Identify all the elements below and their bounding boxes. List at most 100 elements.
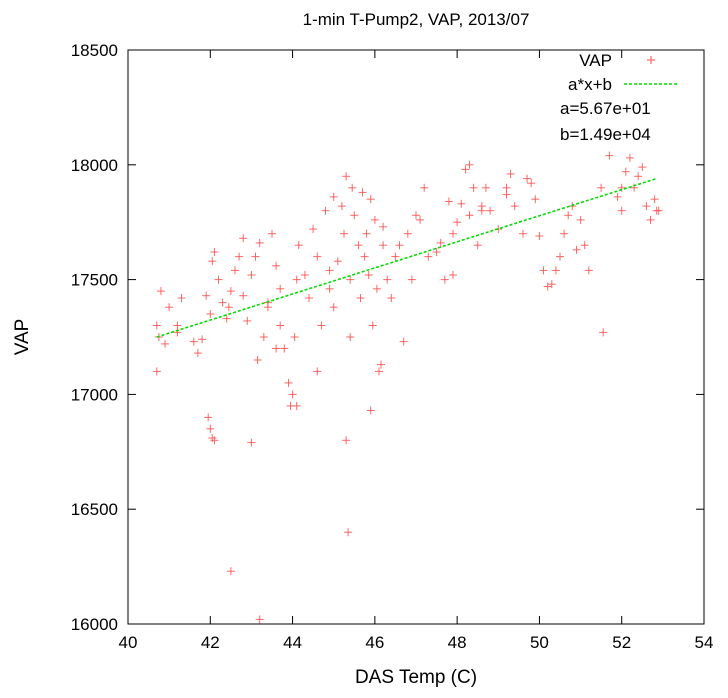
data-point	[531, 195, 540, 204]
data-point	[362, 229, 371, 238]
data-point	[449, 271, 457, 279]
x-tick-label: 40	[119, 633, 138, 652]
data-point	[412, 211, 420, 220]
data-point	[366, 195, 375, 204]
data-point	[272, 344, 281, 353]
data-point	[502, 183, 511, 192]
data-point	[407, 275, 416, 284]
data-point	[535, 232, 544, 240]
data-point	[193, 349, 202, 358]
x-tick-label: 48	[448, 633, 467, 652]
data-point	[399, 337, 408, 346]
y-axis: 16000 16500 17000 17500 18000 18500	[71, 41, 704, 634]
data-point	[519, 229, 527, 238]
data-point	[370, 215, 379, 224]
data-point	[329, 303, 338, 312]
legend: VAP a*x+b a=5.67e+01 b=1.49e+04	[560, 51, 678, 144]
data-point	[465, 160, 474, 169]
data-point	[506, 170, 515, 178]
data-point	[239, 234, 248, 243]
data-point	[646, 215, 655, 224]
data-point	[247, 438, 256, 447]
data-point	[599, 328, 608, 337]
data-point	[358, 188, 367, 197]
data-point	[350, 211, 359, 220]
data-point	[210, 248, 219, 256]
data-point	[337, 202, 346, 211]
data-point	[597, 183, 606, 192]
data-point	[368, 321, 377, 330]
data-point	[580, 241, 589, 250]
data-point	[605, 151, 614, 160]
data-point	[329, 192, 338, 201]
y-tick-label: 16500	[71, 500, 118, 519]
data-point	[251, 252, 260, 261]
data-point	[642, 202, 651, 211]
data-point	[204, 413, 213, 422]
data-point	[305, 294, 313, 302]
data-point	[364, 271, 373, 279]
data-point	[461, 165, 470, 174]
data-point	[449, 229, 457, 238]
x-axis-label: DAS Temp (C)	[355, 667, 477, 688]
data-point	[342, 436, 351, 445]
data-point	[473, 241, 482, 250]
x-tick-label: 44	[283, 633, 302, 652]
x-axis: 40 42 44 46 48 50 52 54	[119, 50, 714, 652]
data-point	[584, 266, 593, 275]
data-point	[638, 163, 647, 172]
y-axis-label: VAP	[12, 319, 33, 356]
data-point	[477, 206, 486, 215]
data-point	[486, 206, 495, 215]
data-point	[173, 328, 182, 337]
data-point	[416, 215, 425, 224]
data-point	[231, 266, 239, 275]
data-point	[333, 257, 342, 266]
y-tick-label: 18500	[71, 41, 118, 60]
data-point	[510, 202, 519, 211]
data-point	[372, 284, 381, 293]
data-point	[243, 316, 252, 325]
data-point	[268, 229, 276, 238]
data-point	[560, 229, 569, 238]
data-point	[177, 294, 186, 302]
data-point	[202, 291, 211, 300]
data-point	[288, 390, 297, 399]
data-point	[356, 294, 365, 302]
data-point	[360, 252, 369, 261]
data-point	[621, 167, 630, 176]
data-point	[377, 360, 385, 369]
data-point	[527, 179, 536, 188]
data-point	[259, 333, 268, 341]
data-point	[539, 266, 548, 275]
data-point	[173, 321, 182, 330]
data-point	[625, 153, 634, 162]
data-point	[650, 195, 659, 204]
data-point	[375, 367, 383, 376]
data-point	[325, 284, 334, 293]
x-tick-label: 46	[365, 633, 384, 652]
data-point	[366, 406, 375, 415]
y-tick-label: 18000	[71, 156, 118, 175]
data-point	[453, 218, 462, 227]
data-point	[276, 321, 285, 330]
data-point	[247, 271, 256, 279]
data-point	[272, 261, 281, 270]
data-point	[206, 424, 215, 433]
legend-marker-vap	[647, 56, 655, 64]
data-point	[208, 434, 217, 442]
data-point	[290, 333, 299, 341]
data-point	[189, 337, 198, 346]
data-point	[239, 291, 248, 300]
legend-label-vap: VAP	[579, 51, 612, 70]
data-point	[222, 314, 231, 323]
data-point	[255, 615, 264, 624]
x-tick-label: 54	[695, 633, 714, 652]
data-point	[156, 287, 165, 296]
data-point	[654, 206, 663, 215]
data-point	[340, 229, 348, 238]
data-point	[354, 241, 363, 250]
data-point	[165, 303, 174, 312]
data-point	[617, 206, 626, 215]
